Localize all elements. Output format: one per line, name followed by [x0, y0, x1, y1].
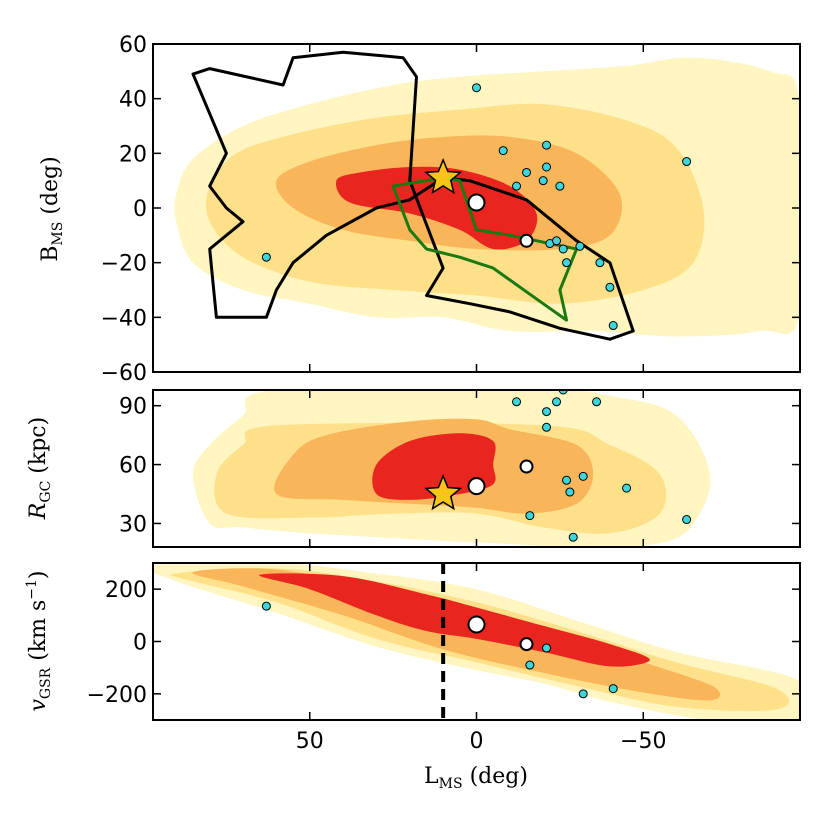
middle-density-contours: [193, 390, 711, 547]
satellite-point: [542, 643, 552, 653]
satellite-point: [542, 140, 552, 150]
top-x-ticks: [308, 44, 645, 372]
y-tick-label: −40: [101, 306, 147, 331]
satellite-point: [525, 511, 535, 521]
bottom-panel: −200 0 200 50 0 −50 vGSR (km s−1) LMS (deg): [24, 562, 801, 792]
bottom-density-contours: [153, 563, 800, 720]
middle-contour-level-4: [372, 433, 496, 500]
y-tick-label: 40: [119, 88, 147, 113]
bottom-contour-level-4: [259, 573, 650, 667]
top-y-ticks: −60 −40 −20 0 20 40 60: [101, 33, 800, 386]
satellite-point: [542, 162, 552, 172]
satellite-point: [552, 397, 562, 407]
satellite-point: [592, 397, 602, 407]
satellite-point: [498, 146, 508, 156]
y-tick-label: −200: [87, 683, 147, 708]
black-region-outline: [191, 50, 635, 341]
y-tick-label: −20: [101, 252, 147, 277]
satellite-point: [578, 471, 588, 481]
satellite-point: [472, 83, 481, 93]
satellite-point: [575, 241, 585, 251]
satellite-point: [538, 176, 548, 186]
middle-panel: 30 60 90 RGC (kpc): [26, 389, 801, 548]
x-tick-label: −50: [620, 729, 666, 754]
middle-x-ticks: [308, 390, 645, 547]
satellite-point: [622, 483, 632, 493]
satellite-point: [512, 181, 522, 191]
top-overlays: [191, 50, 635, 341]
satellite-point: [578, 689, 588, 699]
satellite-point: [682, 157, 692, 167]
satellite-point: [261, 601, 271, 611]
middle-y-ticks: 30 60 90: [119, 395, 800, 537]
white-marker-small: [519, 233, 534, 248]
y-tick-label: 0: [133, 197, 147, 222]
satellite-point: [542, 422, 552, 432]
satellite-point: [261, 252, 271, 262]
bottom-x-ticks: 50 0 −50: [296, 563, 666, 754]
satellite-point: [555, 181, 565, 191]
satellite-point: [562, 258, 572, 268]
y-tick-label: 60: [119, 33, 147, 58]
white-marker-large: [467, 477, 486, 496]
y-tick-label: 20: [119, 142, 147, 167]
bottom-y-axis-label: vGSR (km s−1): [24, 570, 54, 711]
satellite-point: [522, 167, 532, 177]
top-points: [261, 83, 692, 331]
top-density-contours: [174, 57, 800, 337]
star-marker: [424, 474, 463, 511]
y-tick-label: 60: [119, 454, 147, 479]
satellite-point: [562, 475, 572, 485]
satellite-point: [682, 515, 692, 525]
y-tick-label: 0: [133, 631, 147, 656]
satellite-point: [608, 684, 618, 694]
satellite-point: [552, 236, 562, 246]
satellite-point: [512, 397, 522, 407]
x-tick-label: 0: [470, 729, 484, 754]
satellite-point: [595, 258, 605, 268]
satellite-point: [542, 407, 552, 417]
white-marker-small: [519, 637, 534, 652]
star-marker: [424, 157, 463, 195]
middle-points: [424, 390, 692, 542]
middle-y-axis-label: RGC (kpc): [26, 417, 54, 520]
y-tick-label: 30: [119, 512, 147, 537]
satellite-point: [558, 244, 568, 254]
y-tick-label: 200: [105, 578, 147, 603]
white-marker-large: [467, 615, 486, 634]
bottom-y-ticks: −200 0 200: [87, 578, 800, 708]
green-region-outline: [391, 176, 579, 322]
top-panel: −60 −40 −20 0 20 40 60 BMS (deg): [38, 33, 801, 386]
y-tick-label: −60: [101, 361, 147, 386]
white-marker-small: [519, 459, 534, 474]
satellite-point: [525, 660, 535, 670]
satellite-point: [565, 487, 575, 497]
x-tick-label: 50: [296, 729, 324, 754]
satellite-point: [605, 282, 615, 292]
x-axis-label: LMS (deg): [424, 764, 528, 792]
bottom-points: [261, 601, 618, 699]
top-y-axis-label: BMS (deg): [38, 156, 66, 261]
satellite-point: [608, 321, 618, 331]
white-marker-large: [467, 193, 486, 212]
y-tick-label: 90: [119, 395, 147, 420]
satellite-point: [568, 532, 578, 542]
